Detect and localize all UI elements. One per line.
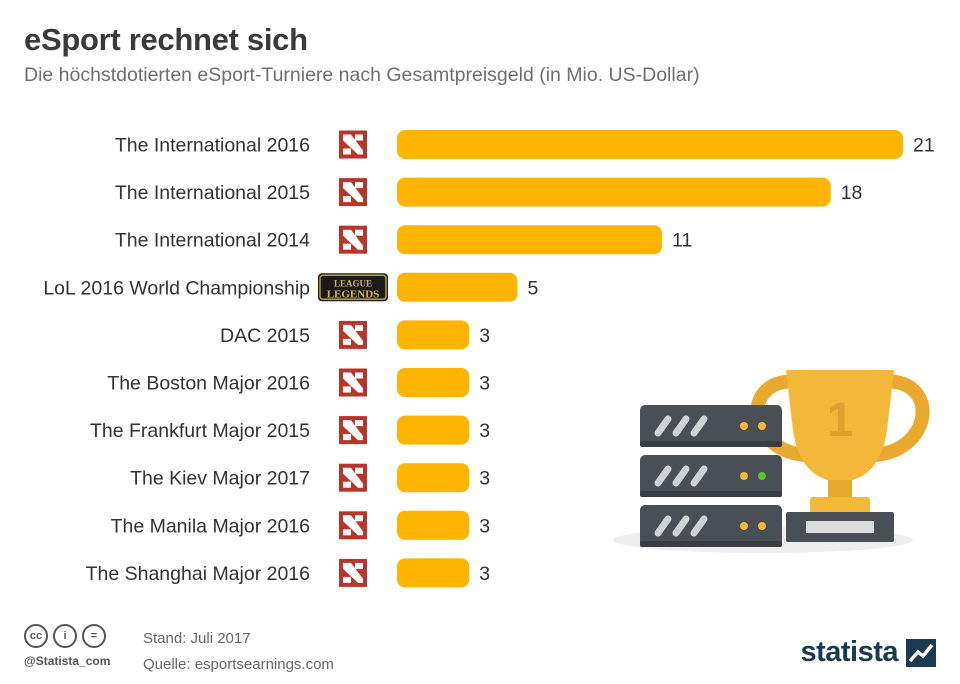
bar-row: The Manila Major 2016 3	[111, 510, 490, 540]
by-icon[interactable]: i	[53, 624, 77, 648]
dota2-icon	[339, 511, 367, 540]
footer-meta: Stand: Juli 2017 Quelle: esportsearnings…	[143, 626, 334, 678]
trophy-icon: 1	[750, 370, 930, 542]
bar-row: The Shanghai Major 2016 3	[86, 558, 490, 588]
category-label: The Frankfurt Major 2015	[90, 420, 310, 442]
bar-row: LoL 2016 World Championship LEAGUELEGENDS…	[43, 272, 538, 302]
data-label: 3	[479, 468, 490, 490]
nd-icon[interactable]: =	[82, 624, 106, 648]
category-label: The Shanghai Major 2016	[86, 563, 310, 585]
data-label: 3	[479, 563, 490, 585]
bar-row: The International 2015 18	[115, 177, 863, 207]
trophy-server-illustration: 1	[613, 370, 930, 553]
dota2-icon	[339, 416, 367, 445]
category-label: The International 2016	[115, 135, 310, 157]
category-label: The International 2015	[115, 182, 310, 204]
category-label: LoL 2016 World Championship	[43, 277, 310, 299]
statista-handle[interactable]: @Statista_com	[24, 654, 111, 668]
license-block: cc i = @Statista_com	[24, 624, 110, 668]
trophy-number: 1	[827, 394, 854, 447]
bar-row: The Kiev Major 2017 3	[130, 463, 490, 493]
bar	[397, 225, 663, 255]
bar-row: The Frankfurt Major 2015 3	[90, 415, 490, 445]
league-logo-line2: LEGENDS	[327, 288, 380, 300]
category-label: The Boston Major 2016	[107, 373, 310, 395]
category-label: DAC 2015	[220, 325, 310, 347]
bar	[397, 130, 903, 159]
bar	[397, 510, 470, 540]
data-label: 3	[479, 373, 490, 395]
statista-logo-icon	[906, 638, 936, 667]
server-stack-icon	[640, 405, 782, 547]
bar-row: The International 2016 21	[115, 130, 935, 159]
data-label: 11	[672, 230, 692, 252]
data-label: 3	[479, 325, 490, 347]
data-label: 5	[527, 277, 538, 299]
bar	[397, 463, 470, 493]
dota2-icon	[339, 320, 367, 349]
bar	[397, 177, 831, 207]
dota2-icon	[339, 368, 367, 397]
category-label: The Kiev Major 2017	[130, 468, 310, 490]
dota2-icon	[339, 130, 367, 159]
statista-brand[interactable]: statista	[800, 636, 936, 669]
bar	[397, 320, 470, 350]
data-label: 21	[913, 135, 935, 157]
data-label: 18	[841, 182, 863, 204]
dota2-icon	[339, 178, 367, 207]
bar	[397, 415, 470, 445]
brand-name: statista	[800, 636, 898, 668]
chart-subtitle: Die höchstdotierten eSport-Turniere nach…	[24, 64, 700, 86]
bar	[397, 558, 470, 588]
source-note: Quelle: esportsearnings.com	[143, 656, 334, 673]
chart-title: eSport rechnet sich	[24, 22, 308, 57]
data-label: 3	[479, 420, 490, 442]
bar	[397, 368, 470, 397]
league-logo-line1: LEAGUE	[334, 278, 372, 288]
bar-row: The International 2014 11	[115, 225, 692, 255]
date-note: Stand: Juli 2017	[143, 630, 251, 647]
data-label: 3	[479, 515, 490, 537]
bar	[397, 272, 518, 302]
dota2-icon	[339, 558, 367, 587]
dota2-icon	[339, 225, 367, 254]
category-label: The Manila Major 2016	[111, 515, 310, 537]
category-label: The International 2014	[115, 230, 310, 252]
dota2-icon	[339, 463, 367, 492]
cc-icon[interactable]: cc	[24, 624, 48, 648]
bar-row: DAC 2015 3	[220, 320, 490, 350]
bar-row: The Boston Major 2016 3	[107, 368, 490, 397]
